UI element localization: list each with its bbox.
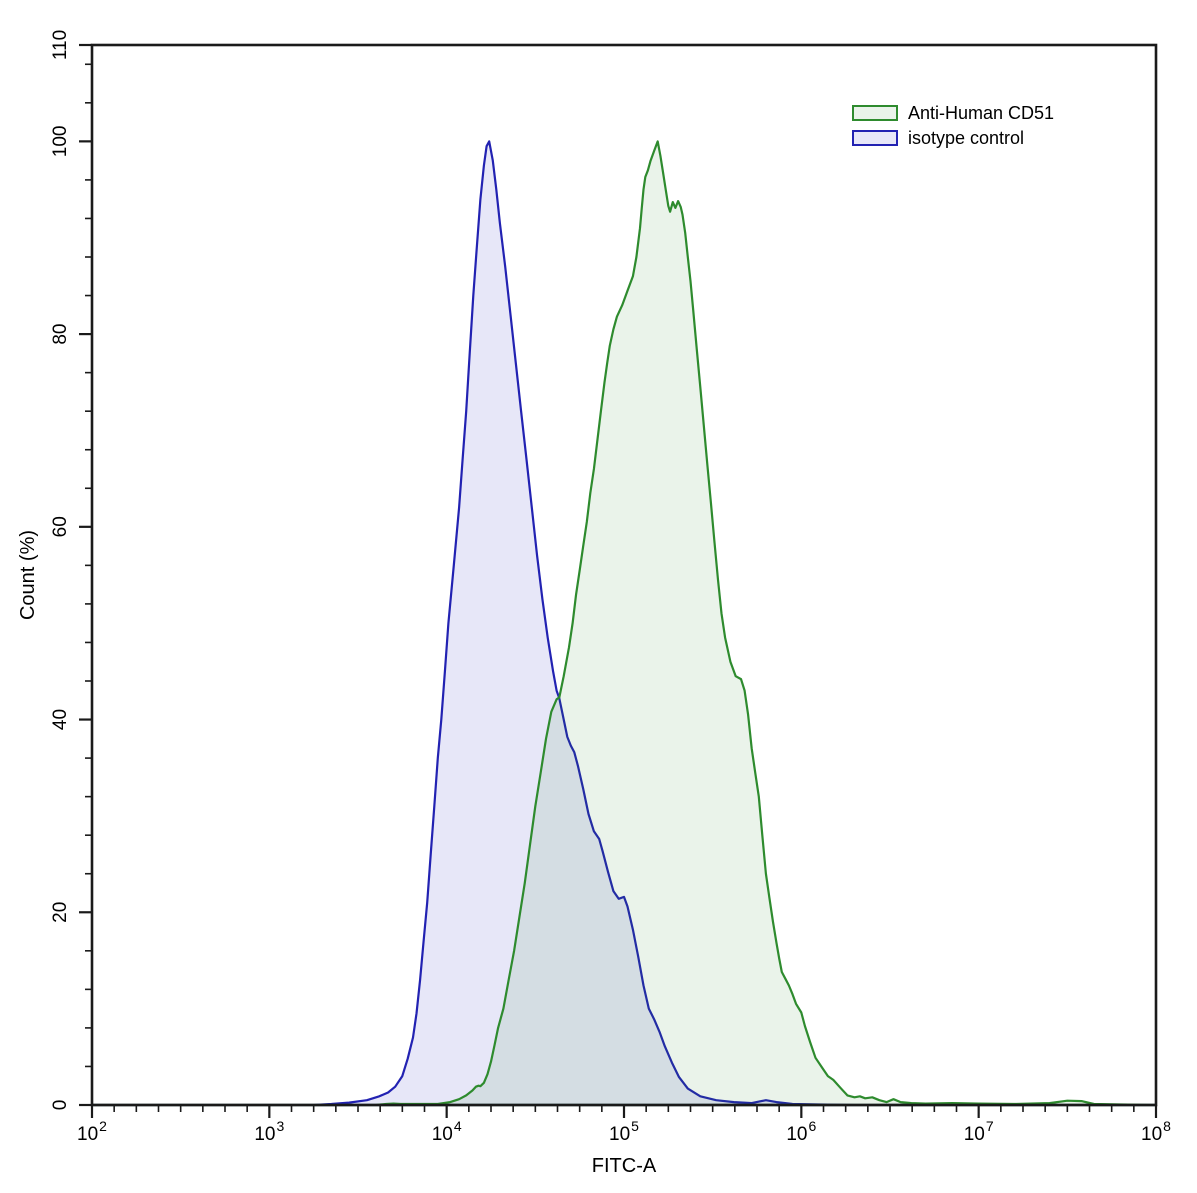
y-tick-label: 0: [50, 1100, 71, 1111]
x-tick-label: 106: [786, 1118, 816, 1145]
legend-swatch-cd51-border: [852, 105, 898, 121]
x-tick-label: 107: [964, 1118, 994, 1145]
y-tick-label: 40: [50, 709, 71, 730]
y-tick-label: 110: [50, 30, 71, 60]
y-axis-title: Count (%): [17, 530, 39, 620]
legend-swatch-isotype: [853, 131, 897, 145]
y-tick-label: 60: [50, 516, 71, 537]
legend-label-isotype: isotype control: [908, 128, 1024, 148]
x-tick-label: 103: [254, 1118, 284, 1145]
series-isotype-control: [90, 140, 1158, 1107]
chart-dynamic-layer: 102 103 104 105 106 107 108 0 20 40 60 80 100 110: [50, 30, 1171, 1145]
legend-swatch-isotype-border: [852, 130, 898, 146]
series-anti-human-cd51: [90, 140, 1158, 1107]
x-axis-title: FITC-A: [592, 1155, 657, 1177]
x-tick-label: 105: [609, 1118, 639, 1145]
x-tick-label: 104: [432, 1118, 462, 1145]
legend: Anti-Human CD51 isotype control: [852, 103, 1054, 148]
x-tick-label: 108: [1141, 1118, 1171, 1145]
y-tick-label: 100: [50, 126, 71, 158]
legend-swatch-cd51: [853, 106, 897, 120]
y-tick-label: 20: [50, 902, 71, 923]
x-tick-label: 102: [77, 1118, 107, 1145]
y-tick-label: 80: [50, 324, 71, 345]
legend-label-cd51: Anti-Human CD51: [908, 103, 1054, 123]
